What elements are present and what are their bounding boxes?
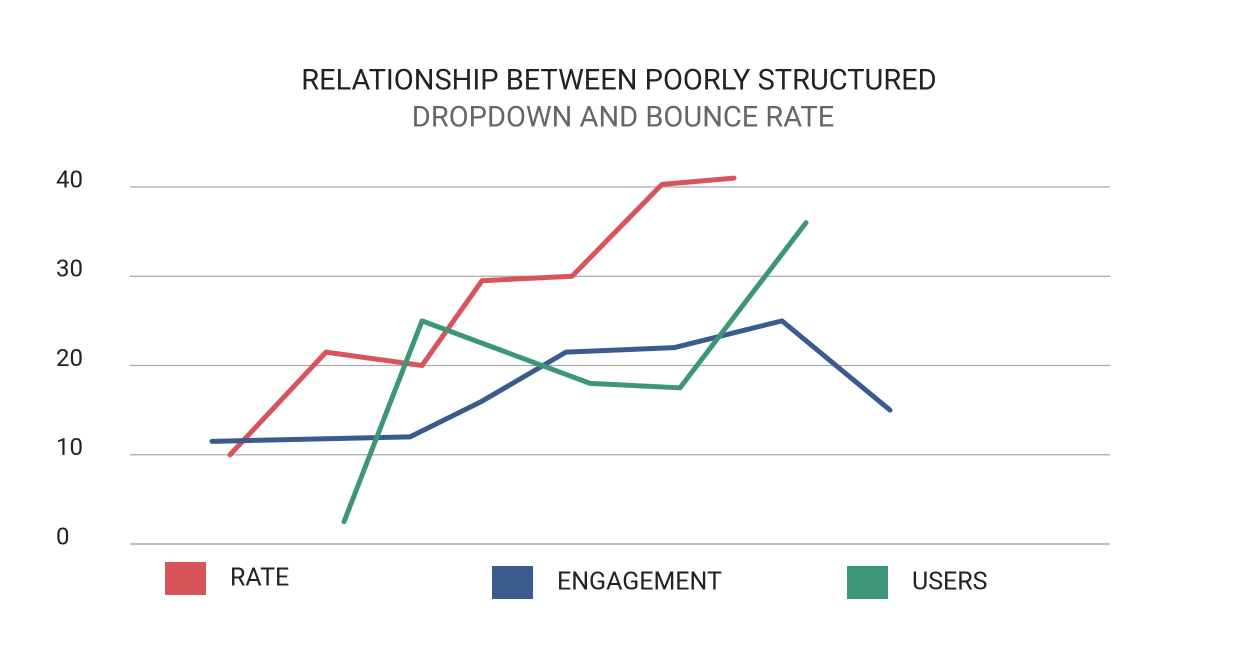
series-line: [341, 220, 809, 525]
chart-subtitle: DROPDOWN AND BOUNCE RATE: [412, 101, 834, 135]
legend-swatch: [847, 566, 888, 599]
chart-title: RELATIONSHIP BETWEEN POORLY STRUCTURED: [301, 64, 936, 98]
legend-swatch: [165, 562, 206, 595]
y-tick-label: 30: [56, 255, 83, 283]
legend-label: RATE: [230, 564, 289, 593]
series-line: [209, 318, 893, 444]
y-tick-label: 40: [56, 165, 83, 193]
series-line: [227, 175, 737, 458]
legend-label: USERS: [912, 568, 988, 597]
y-tick-label: 10: [56, 433, 83, 461]
legend-label: ENGAGEMENT: [557, 568, 722, 597]
y-tick-label: 20: [56, 344, 83, 372]
legend-swatch: [492, 566, 533, 599]
y-tick-label: 0: [56, 522, 70, 550]
